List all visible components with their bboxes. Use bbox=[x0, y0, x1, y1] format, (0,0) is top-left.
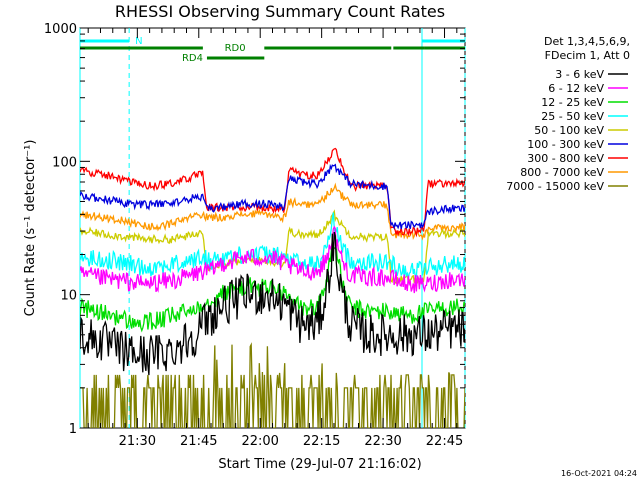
y-tick-label-2: 100 bbox=[52, 155, 77, 170]
x-tick-label-3: 22:15 bbox=[303, 434, 340, 449]
y-tick-label-1: 10 bbox=[60, 289, 77, 304]
legend-header-line-2: FDecim 1, Att 0 bbox=[545, 49, 630, 62]
series-line-0 bbox=[80, 231, 465, 376]
legend-label-8: 7000 - 15000 keV bbox=[506, 180, 604, 193]
legend-label-2: 12 - 25 keV bbox=[541, 96, 604, 109]
observing-annotations: N RD0 RD4 bbox=[80, 36, 465, 64]
annotation-label-n: N bbox=[135, 36, 142, 47]
x-tick-label-1: 21:45 bbox=[180, 434, 217, 449]
series-line-6 bbox=[80, 147, 465, 238]
series-line-8 bbox=[80, 342, 465, 428]
y-axis-label: Count Rate (s⁻¹ detector⁻¹) bbox=[23, 140, 38, 317]
x-tick-label-0: 21:30 bbox=[119, 434, 156, 449]
legend-label-4: 50 - 100 keV bbox=[534, 124, 604, 137]
legend-header-line-1: Det 1,3,4,5,6,9, bbox=[544, 35, 630, 48]
y-tick-label-3: 1000 bbox=[44, 22, 77, 37]
generated-timestamp: 16-Oct-2021 04:24 bbox=[561, 469, 637, 478]
x-tick-label-5: 22:45 bbox=[426, 434, 463, 449]
x-tick-label-4: 22:30 bbox=[364, 434, 401, 449]
legend-label-0: 3 - 6 keV bbox=[555, 68, 604, 81]
annotation-label-rd4: RD4 bbox=[182, 53, 203, 64]
legend-label-3: 25 - 50 keV bbox=[541, 110, 604, 123]
x-axis-label: Start Time (29-Jul-07 21:16:02) bbox=[218, 457, 421, 472]
series-line-5 bbox=[80, 163, 465, 231]
series-line-7 bbox=[80, 182, 465, 241]
series-line-1 bbox=[80, 225, 465, 294]
legend-label-7: 800 - 7000 keV bbox=[520, 166, 604, 179]
legend-label-6: 300 - 800 keV bbox=[527, 152, 604, 165]
legend: Det 1,3,4,5,6,9, FDecim 1, Att 0 3 - 6 k… bbox=[506, 35, 630, 193]
y-axis: 1 10 100 1000 bbox=[44, 22, 465, 437]
legend-label-1: 6 - 12 keV bbox=[548, 82, 604, 95]
legend-label-5: 100 - 300 keV bbox=[527, 138, 604, 151]
y-tick-label-0: 1 bbox=[69, 422, 77, 437]
annotation-label-rd0: RD0 bbox=[225, 43, 246, 54]
x-axis: 21:30 21:45 22:00 22:15 22:30 22:45 bbox=[87, 28, 463, 449]
x-tick-label-2: 22:00 bbox=[241, 434, 278, 449]
series-lines bbox=[80, 147, 465, 428]
chart-title: RHESSI Observing Summary Count Rates bbox=[115, 2, 445, 21]
